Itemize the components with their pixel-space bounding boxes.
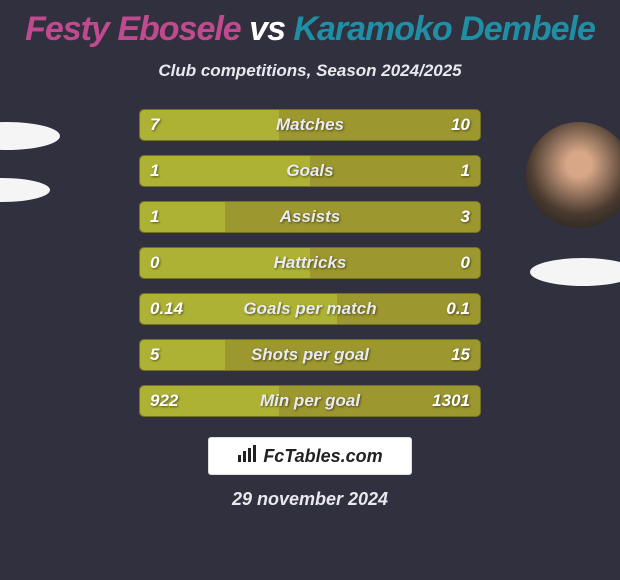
player1-disc [0,122,60,150]
subtitle: Club competitions, Season 2024/2025 [0,61,620,81]
stat-row: 1 Assists 3 [139,201,481,233]
stat-value-left: 922 [150,391,178,411]
stat-label: Hattricks [274,253,347,273]
player1-disc-small [0,178,50,202]
stat-row: 1 Goals 1 [139,155,481,187]
stat-value-right: 0 [461,253,470,273]
fctables-logo[interactable]: FcTables.com [208,437,412,475]
stat-label: Goals [286,161,333,181]
stat-value-left: 0.14 [150,299,183,319]
page-title: Festy Ebosele vs Karamoko Dembele [0,0,620,49]
stat-label: Matches [276,115,344,135]
stat-value-right: 10 [451,115,470,135]
player2-disc [530,258,620,286]
stat-label: Shots per goal [251,345,369,365]
stat-row: 5 Shots per goal 15 [139,339,481,371]
stat-value-left: 1 [150,207,159,227]
stat-value-left: 0 [150,253,159,273]
stat-value-right: 3 [461,207,470,227]
stat-value-right: 0.1 [446,299,470,319]
stat-row: 7 Matches 10 [139,109,481,141]
stats-container: 7 Matches 10 1 Goals 1 1 Assists 3 0 Hattricks 0 0.1… [139,109,481,417]
date-label: 29 november 2024 [0,489,620,510]
player2-avatar [526,122,620,228]
stat-row: 0 Hattricks 0 [139,247,481,279]
stat-value-left: 7 [150,115,159,135]
logo-text: FcTables.com [263,446,382,467]
stat-value-left: 1 [150,161,159,181]
stat-label: Min per goal [260,391,360,411]
stat-row: 0.14 Goals per match 0.1 [139,293,481,325]
stat-label: Assists [280,207,340,227]
stat-fill [140,110,279,140]
stat-label: Goals per match [243,299,376,319]
stat-fill [140,156,310,186]
stat-row: 922 Min per goal 1301 [139,385,481,417]
bars-icon [237,445,257,468]
stat-value-left: 5 [150,345,159,365]
stat-value-right: 1301 [432,391,470,411]
stat-value-right: 15 [451,345,470,365]
stat-value-right: 1 [461,161,470,181]
